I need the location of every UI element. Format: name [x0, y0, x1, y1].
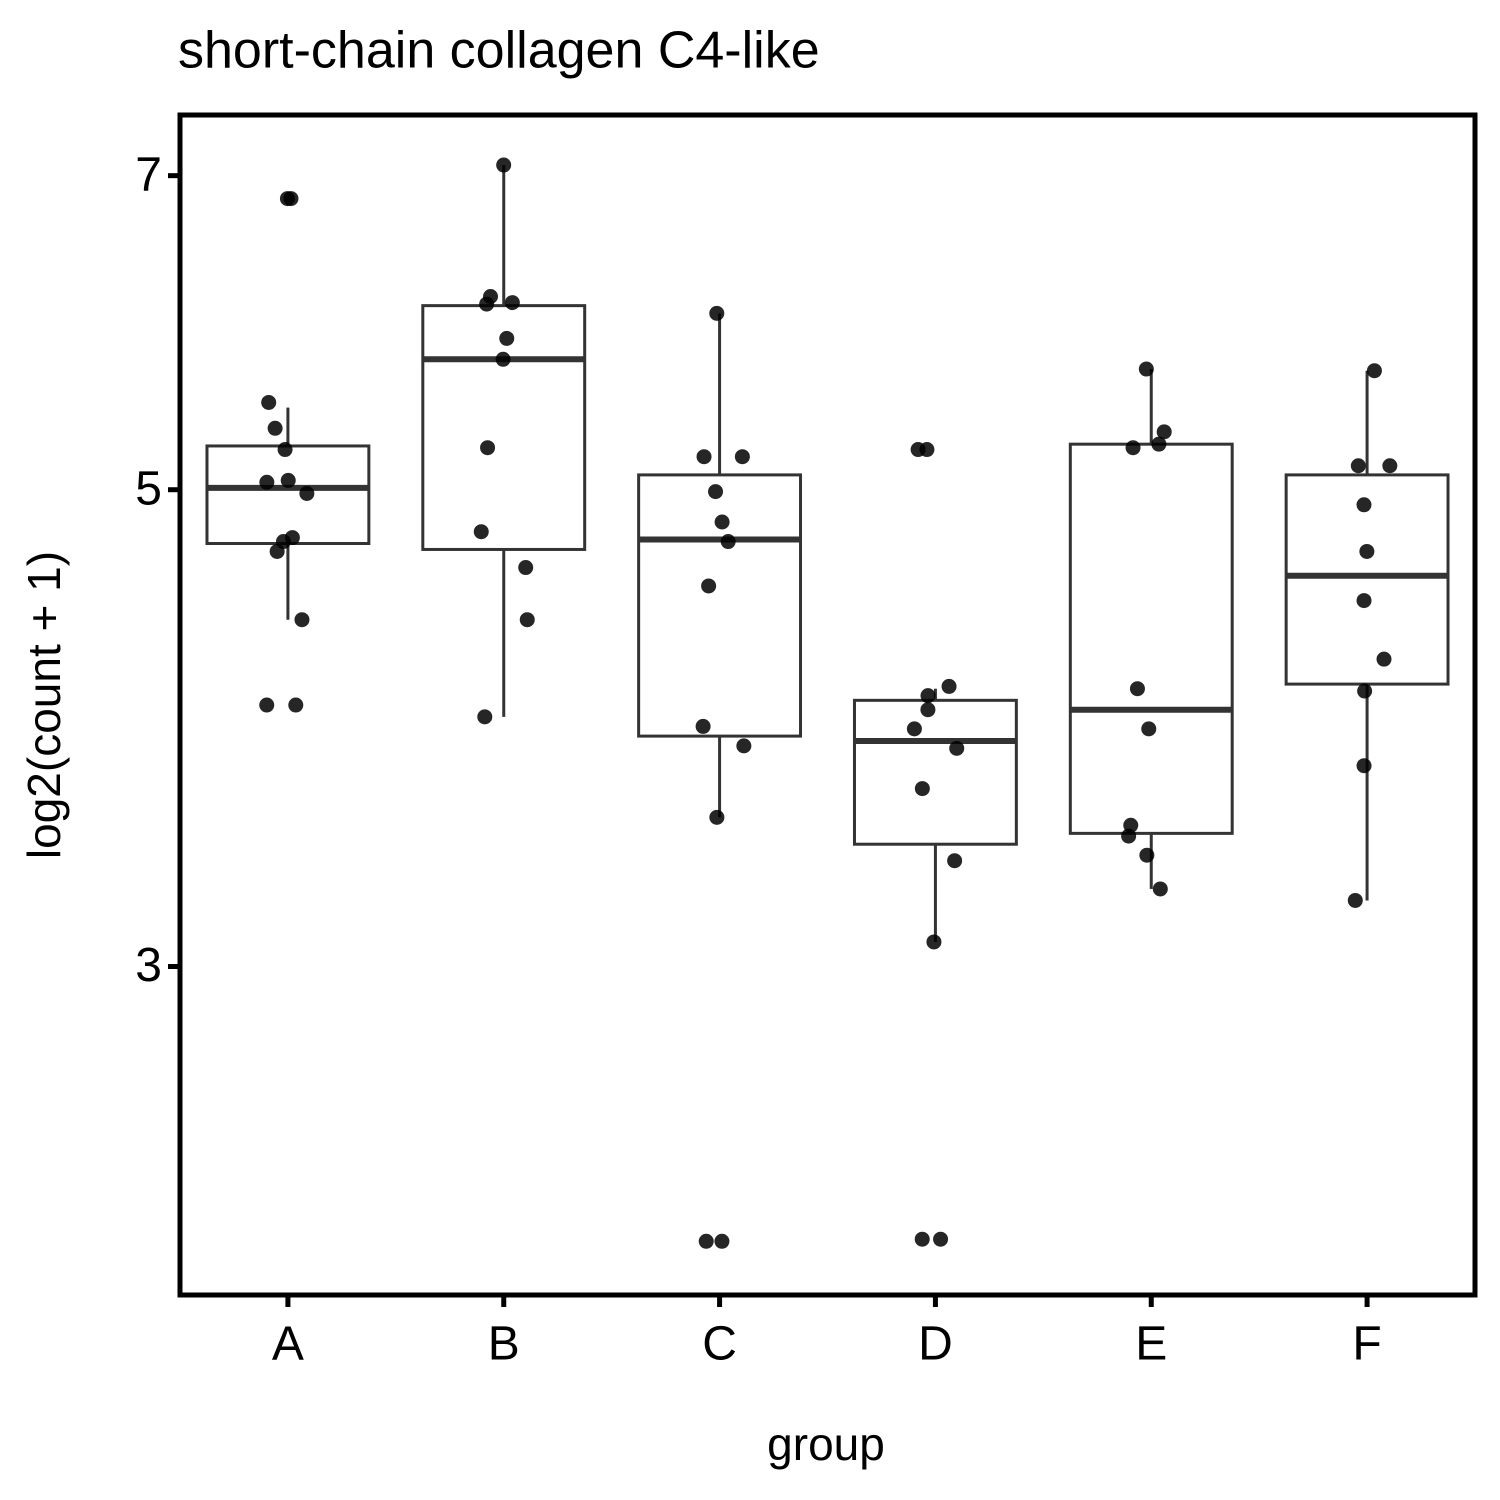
point [1376, 651, 1392, 667]
point [294, 612, 310, 628]
point [947, 853, 963, 869]
point [1138, 361, 1154, 377]
point [906, 721, 922, 737]
point [1156, 424, 1172, 440]
y-tick-label: 5 [135, 462, 162, 515]
y-tick-label: 3 [135, 939, 162, 992]
x-tick-label: B [488, 1318, 520, 1371]
point [495, 351, 511, 367]
point [720, 534, 736, 550]
point [701, 578, 717, 594]
point [1121, 828, 1137, 844]
point [696, 449, 712, 465]
point [1356, 497, 1372, 513]
point [499, 330, 515, 346]
box [1068, 442, 1234, 835]
point [496, 157, 512, 173]
point [1152, 881, 1168, 897]
point [734, 449, 750, 465]
box [852, 698, 1018, 846]
point [1359, 543, 1375, 559]
point [926, 934, 942, 950]
x-tick-label: D [918, 1318, 953, 1371]
point [479, 296, 495, 312]
point [480, 440, 496, 456]
point [914, 781, 930, 797]
point [299, 485, 315, 501]
point [280, 472, 296, 488]
panel-border [177, 112, 1478, 1298]
point [1356, 593, 1372, 609]
point [1125, 440, 1141, 456]
point [714, 514, 730, 530]
point [288, 697, 304, 713]
x-axis-title: group [767, 1418, 885, 1470]
y-tick-label: 7 [135, 148, 162, 201]
x-tick-label: C [702, 1318, 737, 1371]
point [519, 612, 535, 628]
point [261, 394, 277, 410]
point [473, 524, 489, 540]
x-tick-label: E [1135, 1318, 1167, 1371]
point [1350, 458, 1366, 474]
point [695, 718, 711, 734]
point [277, 442, 293, 458]
point [283, 191, 299, 207]
point [259, 697, 275, 713]
point [708, 484, 724, 500]
chart-title: short-chain collagen C4-like [178, 22, 820, 80]
box [421, 304, 587, 551]
box [205, 444, 371, 546]
point [709, 305, 725, 321]
point [698, 1233, 714, 1249]
point [267, 420, 283, 436]
point [920, 702, 936, 718]
point [714, 1233, 730, 1249]
point [1356, 758, 1372, 774]
point [259, 474, 275, 490]
point [1357, 683, 1373, 699]
point [1139, 847, 1155, 863]
point [269, 543, 285, 559]
point [933, 1231, 949, 1247]
point [477, 709, 493, 725]
point [504, 295, 520, 311]
point [709, 809, 725, 825]
point [1151, 436, 1167, 452]
point [1366, 363, 1382, 379]
point [941, 678, 957, 694]
point [914, 1231, 930, 1247]
point [1382, 458, 1398, 474]
point [920, 688, 936, 704]
y-axis-title: log2(count + 1) [18, 551, 70, 859]
point [736, 738, 752, 754]
x-tick-label: A [272, 1318, 304, 1371]
point [1129, 681, 1145, 697]
x-tick-label: F [1352, 1318, 1381, 1371]
point [518, 560, 534, 576]
point [910, 442, 926, 458]
point [949, 740, 965, 756]
box [637, 473, 803, 738]
point [1347, 892, 1363, 908]
point [1141, 721, 1157, 737]
